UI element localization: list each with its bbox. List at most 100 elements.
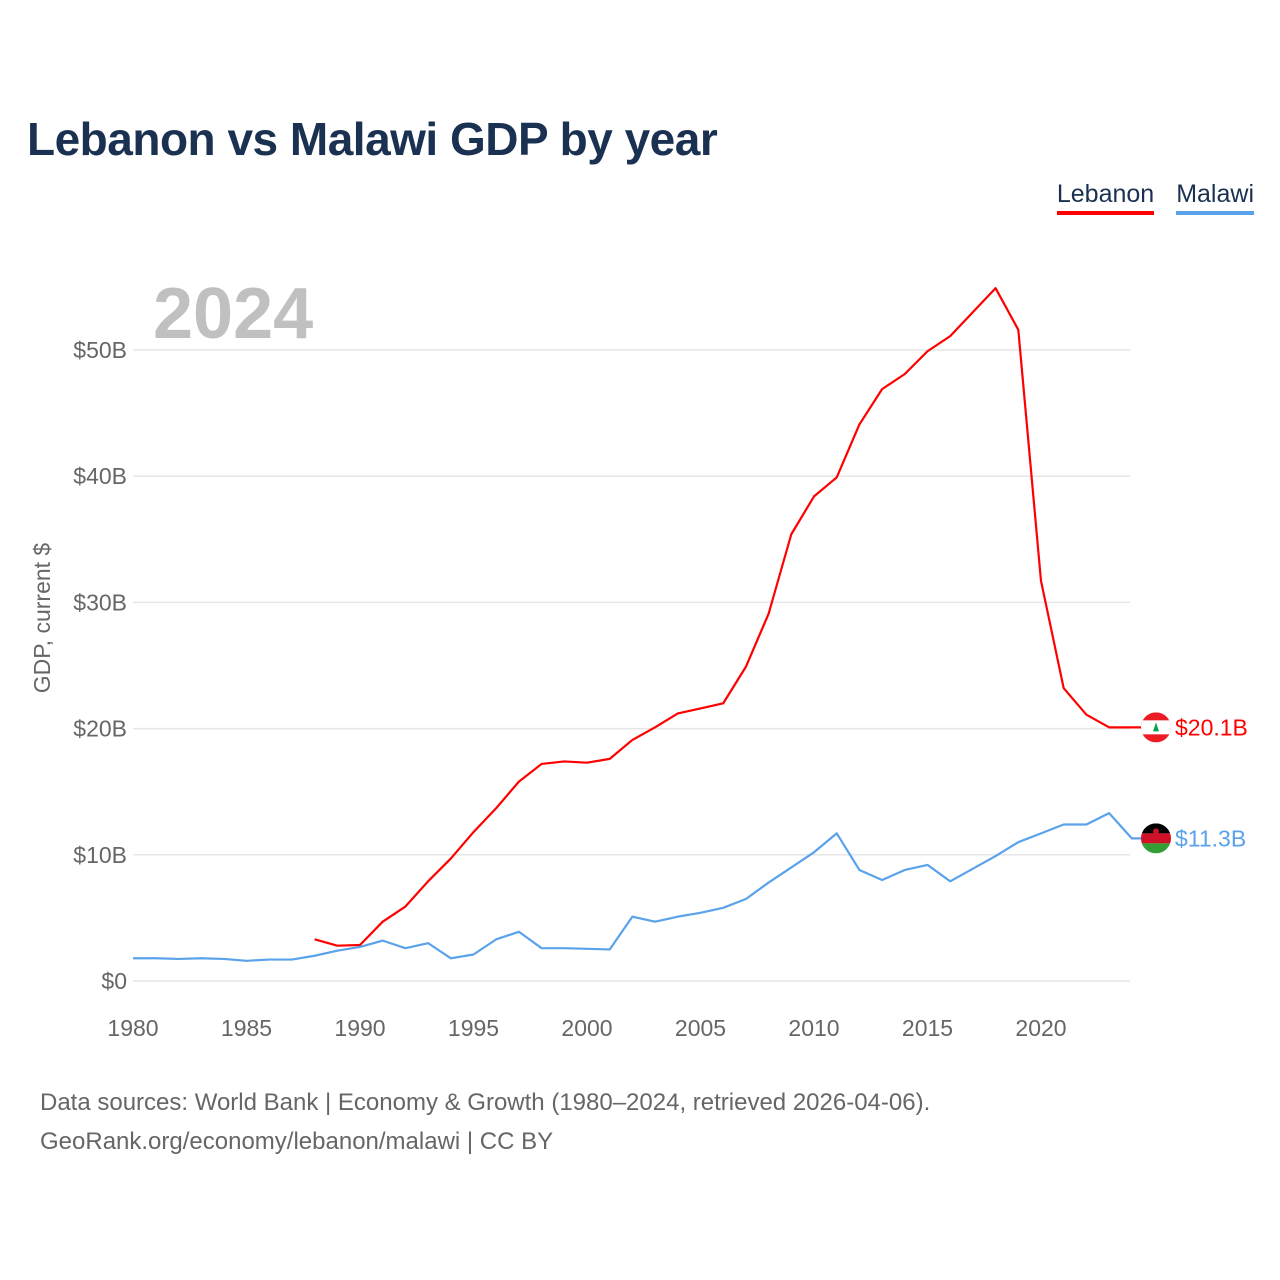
data-point: [448, 955, 454, 961]
data-point: [743, 896, 749, 902]
data-point: [856, 421, 862, 427]
y-tick-label: $30B: [73, 589, 127, 615]
data-point: [629, 737, 635, 743]
data-point: [380, 938, 386, 944]
data-point: [1129, 724, 1135, 730]
data-point: [402, 904, 408, 910]
data-point: [811, 493, 817, 499]
data-point: [720, 700, 726, 706]
y-tick-label: $0: [101, 968, 127, 994]
end-value-label-lebanon: $20.1B: [1175, 714, 1248, 740]
data-point: [947, 333, 953, 339]
series-line-lebanon: [314, 287, 1150, 947]
data-point: [811, 849, 817, 855]
data-point: [539, 761, 545, 767]
chart-title: Lebanon vs Malawi GDP by year: [27, 113, 718, 165]
data-point: [561, 945, 567, 951]
data-point: [357, 944, 363, 950]
data-point: [380, 919, 386, 925]
data-point: [652, 724, 658, 730]
data-point: [1061, 685, 1067, 691]
source-link[interactable]: GeoRank.org/economy/lebanon/malawi | CC …: [40, 1128, 554, 1155]
data-point: [1083, 712, 1089, 718]
y-tick-label: $40B: [73, 463, 127, 489]
data-point: [425, 878, 431, 884]
x-tick-label: 1995: [448, 1015, 499, 1041]
data-point: [698, 910, 704, 916]
x-tick-label: 1980: [107, 1015, 158, 1041]
data-point: [539, 945, 545, 951]
data-point: [266, 957, 272, 963]
data-point: [925, 862, 931, 868]
data-point: [244, 958, 250, 964]
data-point: [584, 946, 590, 952]
end-value-label-malawi: $11.3B: [1175, 825, 1246, 851]
data-point: [425, 940, 431, 946]
data-point: [766, 611, 772, 617]
y-tick-label: $50B: [73, 337, 127, 363]
data-point: [834, 474, 840, 480]
data-point: [493, 936, 499, 942]
data-point: [788, 864, 794, 870]
data-point: [471, 829, 477, 835]
flag-icon-malawi: [1141, 823, 1171, 854]
data-point: [766, 880, 772, 886]
data-point: [720, 905, 726, 911]
y-axis-label: GDP, current $: [29, 543, 55, 694]
year-watermark: 2024: [153, 274, 313, 354]
data-point: [629, 914, 635, 920]
data-point: [993, 853, 999, 859]
data-point: [743, 664, 749, 670]
data-point: [834, 830, 840, 836]
legend-item-lebanon[interactable]: Lebanon: [1056, 180, 1155, 215]
data-point: [448, 856, 454, 862]
data-point: [584, 760, 590, 766]
data-point: [675, 914, 681, 920]
x-tick-label: 1990: [334, 1015, 385, 1041]
data-point: [1038, 578, 1044, 584]
series-line-malawi: [133, 812, 1150, 962]
data-point: [925, 348, 931, 354]
legend-item-malawi[interactable]: Malawi: [1176, 180, 1254, 215]
data-point: [1106, 724, 1112, 730]
data-point: [198, 955, 204, 961]
footer: Data sources: World Bank | Economy & Gro…: [40, 1083, 930, 1161]
data-point: [788, 531, 794, 537]
data-point: [312, 953, 318, 959]
flag-icon-lebanon: [1141, 712, 1171, 743]
data-point: [471, 951, 477, 957]
data-point: [153, 955, 159, 961]
data-point: [1015, 839, 1021, 845]
data-point: [607, 756, 613, 762]
data-point: [516, 929, 522, 935]
data-point: [221, 956, 227, 962]
data-point: [402, 945, 408, 951]
data-point: [516, 779, 522, 785]
x-tick-label: 2005: [675, 1015, 726, 1041]
data-point: [970, 866, 976, 872]
data-point: [607, 946, 613, 952]
data-point: [1061, 822, 1067, 828]
data-point: [902, 371, 908, 377]
data-point: [1106, 810, 1112, 816]
data-point: [1038, 830, 1044, 836]
x-tick-label: 2020: [1015, 1015, 1066, 1041]
data-point: [879, 877, 885, 883]
x-tick-label: 2000: [561, 1015, 612, 1041]
data-point: [1129, 835, 1135, 841]
y-tick-label: $20B: [73, 716, 127, 742]
data-point: [334, 948, 340, 954]
source-note: Data sources: World Bank | Economy & Gro…: [40, 1089, 931, 1116]
data-point: [1083, 822, 1089, 828]
data-point: [652, 919, 658, 925]
data-point: [493, 805, 499, 811]
x-tick-label: 2015: [902, 1015, 953, 1041]
x-tick-label: 1985: [221, 1015, 272, 1041]
y-tick-label: $10B: [73, 842, 127, 868]
data-point: [130, 955, 136, 961]
data-point: [312, 936, 318, 942]
data-point: [698, 705, 704, 711]
legend: Lebanon Malawi: [1056, 180, 1254, 215]
data-point: [879, 386, 885, 392]
